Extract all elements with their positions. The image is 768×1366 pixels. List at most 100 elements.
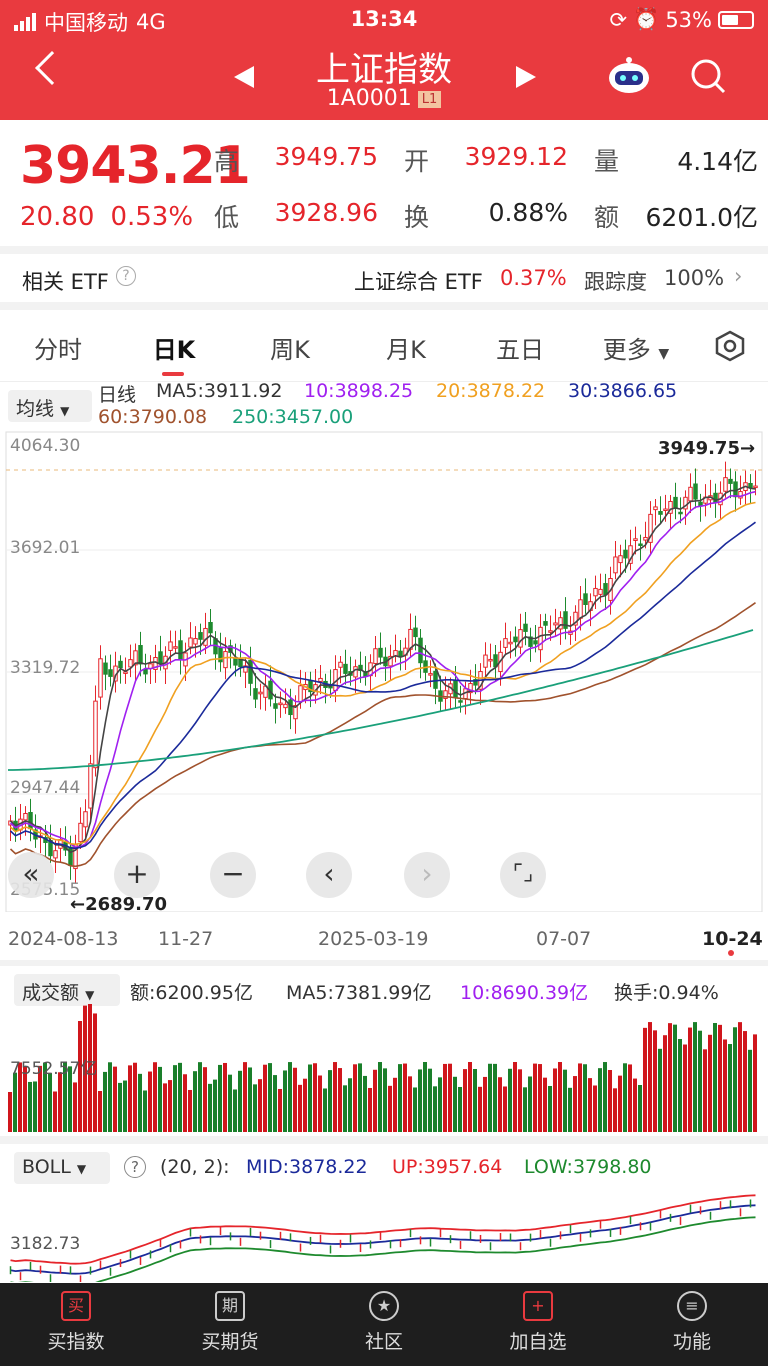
chevron-right-button[interactable]: › <box>404 852 450 898</box>
candle-body <box>738 491 743 499</box>
boll-low-line <box>10 1216 756 1282</box>
volume-bar <box>663 1035 667 1132</box>
battery-percent: 53% <box>665 7 712 32</box>
volume-bar <box>163 1083 167 1132</box>
buy-index-button[interactable]: 买买指数 <box>16 1291 136 1354</box>
volume-bar <box>693 1022 697 1132</box>
volume-bar <box>33 1081 37 1132</box>
volume-bar <box>618 1075 622 1132</box>
current-dot <box>728 950 734 956</box>
tab-monthly[interactable]: 月K <box>386 336 426 364</box>
volume-bar <box>688 1027 692 1132</box>
volume-bar <box>503 1086 507 1132</box>
volume-bar <box>193 1071 197 1132</box>
candle-body <box>218 647 223 663</box>
functions-button[interactable]: ≡ 功能 <box>632 1291 752 1354</box>
robot-assistant-icon[interactable] <box>606 56 652 96</box>
date-label: 2024-08-13 <box>8 928 119 950</box>
candle-body <box>543 621 548 626</box>
volume-bar <box>308 1064 312 1132</box>
ma5-value: MA5:3911.92 <box>156 380 283 402</box>
volume-bar <box>583 1064 587 1132</box>
volume-bar <box>478 1086 482 1132</box>
ma5-line <box>9 485 756 854</box>
volume-bar <box>253 1084 257 1132</box>
tab-more[interactable]: 更多 ▼ <box>586 330 686 365</box>
boll-selector[interactable]: BOLL ▼ <box>14 1152 110 1184</box>
volume-bar <box>403 1063 407 1132</box>
volume-bar <box>633 1078 637 1132</box>
volume-bar <box>738 1022 742 1132</box>
zoom-in-button[interactable]: + <box>114 852 160 898</box>
volume-bar <box>458 1086 462 1132</box>
open-label: 开 <box>404 147 430 176</box>
chevron-left-button[interactable]: ‹ <box>306 852 352 898</box>
zoom-out-button[interactable]: − <box>210 852 256 898</box>
community-button[interactable]: ★ 社区 <box>324 1291 444 1354</box>
divider <box>0 1136 768 1144</box>
volume-bar <box>378 1062 382 1132</box>
help-icon[interactable]: ? <box>124 1156 146 1178</box>
code-text: 1A0001 <box>326 86 412 111</box>
divider <box>0 246 768 254</box>
date-label: 11-27 <box>158 928 214 950</box>
volume-bar <box>523 1087 527 1132</box>
boll-up: UP:3957.64 <box>392 1156 503 1178</box>
candle-body <box>528 636 533 647</box>
related-etf-row[interactable]: 相关 ETF ? 上证综合 ETF 0.37% 跟踪度 100% › <box>0 254 768 302</box>
alarm-icon: ⏰ <box>633 7 660 31</box>
rewind-icon[interactable]: « <box>8 852 54 898</box>
amount-label: 额 <box>594 203 620 232</box>
settings-hexagon-icon[interactable] <box>714 330 746 362</box>
prev-stock-icon[interactable] <box>234 66 254 88</box>
add-watchlist-button[interactable]: + 加自选 <box>478 1291 598 1354</box>
volume-bar <box>243 1062 247 1132</box>
volume-bar <box>353 1064 357 1132</box>
candle-body <box>88 763 93 809</box>
volume-ma10: 10:8690.39亿 <box>460 982 589 1004</box>
next-stock-icon[interactable] <box>516 66 536 88</box>
volume-bar <box>68 1066 72 1132</box>
tab-weekly[interactable]: 周K <box>270 336 310 364</box>
tab-intraday[interactable]: 分时 <box>34 336 82 364</box>
candle-body <box>558 617 563 630</box>
candle-body <box>578 599 583 619</box>
candle-body <box>418 637 423 664</box>
volume-selector[interactable]: 成交额 ▼ <box>14 974 120 1006</box>
volume-bar <box>388 1085 392 1132</box>
volume-bar <box>18 1062 22 1132</box>
volume-bar <box>328 1070 332 1132</box>
candle-body <box>598 588 603 595</box>
search-icon[interactable] <box>690 58 726 94</box>
ma60-value: 60:3790.08 <box>98 406 208 428</box>
divider <box>0 960 768 966</box>
candle-body <box>283 703 288 709</box>
page-title: 上证指数 <box>316 50 452 90</box>
volume-chart[interactable] <box>0 1004 768 1134</box>
candle-body <box>243 665 248 673</box>
quote-panel: 3943.21 20.80 0.53% 高 3949.75 开 3929.12 量… <box>0 120 768 248</box>
volume-bar <box>558 1062 562 1132</box>
candle-body <box>293 705 298 720</box>
candle-body <box>158 651 163 664</box>
volume-bar <box>363 1075 367 1132</box>
volume-bar <box>368 1087 372 1132</box>
candle-body <box>548 630 553 633</box>
volume-bar <box>138 1073 142 1132</box>
volume-bar <box>133 1062 137 1132</box>
volume-bar <box>483 1076 487 1132</box>
tab-five-day[interactable]: 五日 <box>496 336 544 364</box>
fullscreen-button[interactable]: ⌜⌟ <box>500 852 546 898</box>
volume-bar <box>498 1077 502 1132</box>
ma-selector[interactable]: 均线 ▼ <box>8 390 92 422</box>
tab-daily[interactable]: 日K <box>152 336 196 364</box>
buy-futures-button[interactable]: 期买期货 <box>170 1291 290 1354</box>
kline-chart[interactable] <box>0 430 768 912</box>
boll-chart[interactable] <box>0 1182 768 1282</box>
volume-bar <box>338 1068 342 1132</box>
volume-bar <box>373 1069 377 1132</box>
candle-body <box>93 700 98 769</box>
date-label-current: 10-24 <box>702 928 763 950</box>
volume-selector-label: 成交额 <box>22 982 80 1004</box>
help-icon[interactable]: ? <box>116 266 136 286</box>
